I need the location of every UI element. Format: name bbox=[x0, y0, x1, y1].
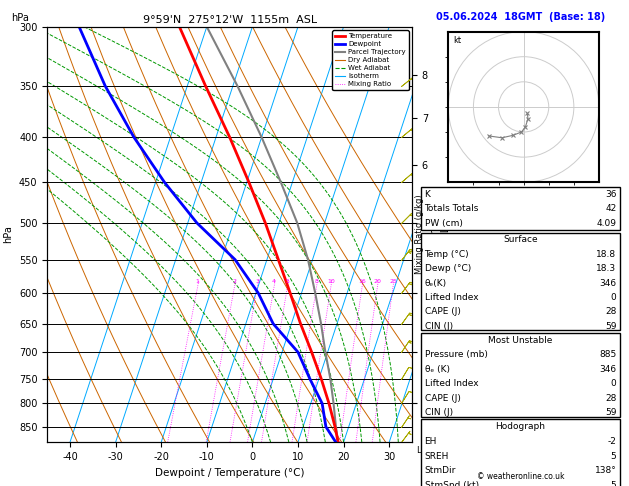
Text: 18.8: 18.8 bbox=[596, 250, 616, 259]
Text: 3: 3 bbox=[255, 279, 259, 284]
Text: CIN (J): CIN (J) bbox=[425, 408, 453, 417]
Text: 8: 8 bbox=[314, 279, 318, 284]
Text: Mixing Ratio (g/kg): Mixing Ratio (g/kg) bbox=[415, 195, 424, 274]
Text: 4.09: 4.09 bbox=[596, 219, 616, 227]
Text: 42: 42 bbox=[605, 204, 616, 213]
Text: 346: 346 bbox=[599, 278, 616, 288]
Text: CAPE (J): CAPE (J) bbox=[425, 394, 460, 402]
Text: 59: 59 bbox=[605, 322, 616, 330]
Text: θₑ(K): θₑ(K) bbox=[425, 278, 447, 288]
Text: 59: 59 bbox=[605, 408, 616, 417]
Text: Lifted Index: Lifted Index bbox=[425, 379, 478, 388]
X-axis label: Dewpoint / Temperature (°C): Dewpoint / Temperature (°C) bbox=[155, 468, 304, 478]
Text: 0: 0 bbox=[611, 293, 616, 302]
Text: 0: 0 bbox=[611, 379, 616, 388]
Text: hPa: hPa bbox=[11, 13, 28, 22]
Text: Totals Totals: Totals Totals bbox=[425, 204, 479, 213]
Text: 18.3: 18.3 bbox=[596, 264, 616, 273]
Text: 16: 16 bbox=[359, 279, 366, 284]
Text: 10: 10 bbox=[327, 279, 335, 284]
Text: kt: kt bbox=[453, 36, 461, 45]
Text: SREH: SREH bbox=[425, 451, 449, 461]
Text: 5: 5 bbox=[611, 451, 616, 461]
Text: Temp (°C): Temp (°C) bbox=[425, 250, 469, 259]
Text: 5: 5 bbox=[286, 279, 289, 284]
Text: Dewp (°C): Dewp (°C) bbox=[425, 264, 471, 273]
Text: StmDir: StmDir bbox=[425, 466, 456, 475]
Text: 138°: 138° bbox=[594, 466, 616, 475]
Text: θₑ (K): θₑ (K) bbox=[425, 364, 450, 374]
Text: -2: -2 bbox=[608, 437, 616, 446]
Text: 346: 346 bbox=[599, 364, 616, 374]
Text: © weatheronline.co.uk: © weatheronline.co.uk bbox=[477, 472, 564, 481]
Text: 36: 36 bbox=[605, 190, 616, 199]
Text: K: K bbox=[425, 190, 430, 199]
Text: Hodograph: Hodograph bbox=[496, 422, 545, 431]
Y-axis label: hPa: hPa bbox=[3, 226, 13, 243]
Text: 4: 4 bbox=[272, 279, 276, 284]
Legend: Temperature, Dewpoint, Parcel Trajectory, Dry Adiabat, Wet Adiabat, Isotherm, Mi: Temperature, Dewpoint, Parcel Trajectory… bbox=[332, 30, 408, 90]
Text: 28: 28 bbox=[605, 394, 616, 402]
Text: 05.06.2024  18GMT  (Base: 18): 05.06.2024 18GMT (Base: 18) bbox=[436, 12, 605, 22]
Text: Surface: Surface bbox=[503, 236, 538, 244]
Text: StmSpd (kt): StmSpd (kt) bbox=[425, 481, 479, 486]
Text: 2: 2 bbox=[233, 279, 237, 284]
Y-axis label: km
ASL: km ASL bbox=[430, 226, 451, 243]
Text: Pressure (mb): Pressure (mb) bbox=[425, 350, 487, 359]
Text: Lifted Index: Lifted Index bbox=[425, 293, 478, 302]
Text: 28: 28 bbox=[605, 307, 616, 316]
Text: 20: 20 bbox=[374, 279, 381, 284]
Text: 1: 1 bbox=[196, 279, 199, 284]
Text: CAPE (J): CAPE (J) bbox=[425, 307, 460, 316]
Text: EH: EH bbox=[425, 437, 437, 446]
Title: 9°59'N  275°12'W  1155m  ASL: 9°59'N 275°12'W 1155m ASL bbox=[143, 15, 316, 25]
Text: Most Unstable: Most Unstable bbox=[488, 336, 553, 345]
Text: LCL: LCL bbox=[416, 447, 431, 455]
Text: 25: 25 bbox=[389, 279, 397, 284]
Text: PW (cm): PW (cm) bbox=[425, 219, 462, 227]
Text: 885: 885 bbox=[599, 350, 616, 359]
Text: CIN (J): CIN (J) bbox=[425, 322, 453, 330]
Text: 5: 5 bbox=[611, 481, 616, 486]
